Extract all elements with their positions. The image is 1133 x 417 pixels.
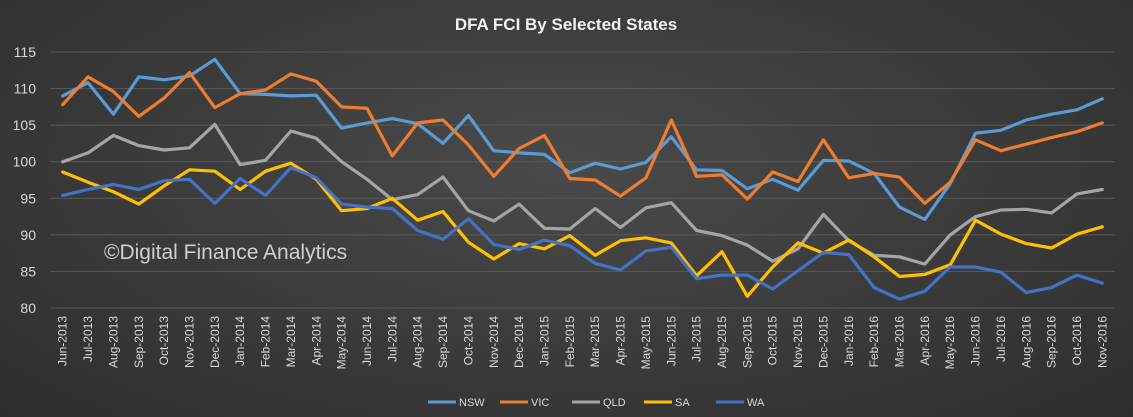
x-tick-label: Mar-2015 bbox=[588, 316, 602, 368]
x-tick-label: Dec-2013 bbox=[208, 316, 222, 368]
x-tick-label: Apr-2016 bbox=[918, 316, 932, 366]
x-tick-label: Jan-2014 bbox=[233, 316, 247, 366]
legend-label-nsw: NSW bbox=[459, 397, 485, 409]
x-tick-label: Oct-2015 bbox=[766, 316, 780, 366]
legend-label-qld: QLD bbox=[603, 397, 626, 409]
legend-label-wa: WA bbox=[747, 397, 765, 409]
x-tick-label: Jul-2014 bbox=[385, 316, 399, 362]
x-tick-label: Sep-2015 bbox=[740, 316, 754, 368]
x-tick-label: May-2014 bbox=[335, 316, 349, 370]
series-line-vic bbox=[61, 70, 1104, 205]
x-tick-label: Apr-2014 bbox=[309, 316, 323, 366]
series-line-sa bbox=[61, 161, 1104, 298]
y-tick-label: 115 bbox=[14, 44, 37, 60]
x-tick-label: Mar-2014 bbox=[284, 316, 298, 368]
x-tick-label: Apr-2015 bbox=[614, 316, 628, 366]
y-tick-label: 105 bbox=[13, 117, 37, 133]
y-tick-label: 90 bbox=[20, 227, 36, 243]
x-tick-label: Jul-2015 bbox=[690, 316, 704, 362]
x-tick-label: Sep-2016 bbox=[1045, 316, 1059, 368]
x-tick-label: Jun-2015 bbox=[664, 316, 678, 366]
x-tick-label: Nov-2015 bbox=[791, 316, 805, 368]
x-tick-label: Feb-2014 bbox=[259, 316, 273, 368]
watermark-text: ©Digital Finance Analytics bbox=[104, 241, 347, 264]
x-tick-label: Aug-2014 bbox=[411, 316, 425, 368]
x-tick-label: Mar-2016 bbox=[892, 316, 906, 368]
x-tick-label: Aug-2016 bbox=[1019, 316, 1033, 368]
x-tick-label: Feb-2015 bbox=[563, 316, 577, 368]
x-tick-label: Dec-2015 bbox=[816, 316, 830, 368]
x-tick-label: Nov-2014 bbox=[487, 316, 501, 368]
legend: NSW VIC QLD SA WA bbox=[428, 397, 765, 409]
series-line-nsw bbox=[61, 57, 1104, 222]
x-tick-label: Jun-2016 bbox=[969, 316, 983, 366]
x-tick-label: Jun-2014 bbox=[360, 316, 374, 366]
x-tick-label: Oct-2016 bbox=[1070, 316, 1084, 366]
y-tick-label: 110 bbox=[14, 81, 37, 97]
legend-label-vic: VIC bbox=[531, 397, 549, 409]
x-tick-label: Jan-2016 bbox=[842, 316, 856, 366]
y-tick-label: 100 bbox=[13, 154, 37, 170]
x-tick-label: Aug-2013 bbox=[106, 316, 120, 368]
grid-lines bbox=[50, 51, 1115, 309]
x-tick-label: Jul-2013 bbox=[81, 316, 95, 362]
series-line-qld bbox=[61, 122, 1104, 266]
x-tick-label: Jan-2015 bbox=[537, 316, 551, 366]
x-tick-label: Sep-2014 bbox=[436, 316, 450, 368]
series-line-wa bbox=[61, 166, 1104, 301]
x-tick-label: Jun-2013 bbox=[56, 316, 70, 366]
legend-label-sa: SA bbox=[675, 397, 690, 409]
x-tick-label: Aug-2015 bbox=[715, 316, 729, 368]
x-tick-label: Sep-2013 bbox=[132, 316, 146, 368]
chart-title: DFA FCI By Selected States bbox=[455, 15, 677, 34]
x-tick-label: Jul-2016 bbox=[994, 316, 1008, 362]
x-tick-label: Dec-2014 bbox=[512, 316, 526, 368]
x-tick-label: Feb-2016 bbox=[867, 316, 881, 368]
x-tick-label: May-2016 bbox=[943, 316, 957, 370]
x-tick-label: Nov-2013 bbox=[182, 316, 196, 368]
x-axis-ticks: Jun-2013 Jul-2013 Aug-2013 Sep-2013 Oct-2013… bbox=[56, 316, 1110, 370]
y-tick-label: 80 bbox=[20, 300, 36, 316]
series-lines bbox=[61, 57, 1104, 301]
x-tick-label: Oct-2013 bbox=[157, 316, 171, 366]
x-tick-label: Nov-2016 bbox=[1095, 316, 1109, 368]
x-tick-label: May-2015 bbox=[639, 316, 653, 370]
y-tick-label: 95 bbox=[20, 190, 36, 206]
y-axis-ticks: 80 85 90 95 100 105 110 115 bbox=[13, 44, 37, 316]
x-tick-label: Oct-2014 bbox=[461, 316, 475, 366]
y-tick-label: 85 bbox=[20, 263, 36, 279]
